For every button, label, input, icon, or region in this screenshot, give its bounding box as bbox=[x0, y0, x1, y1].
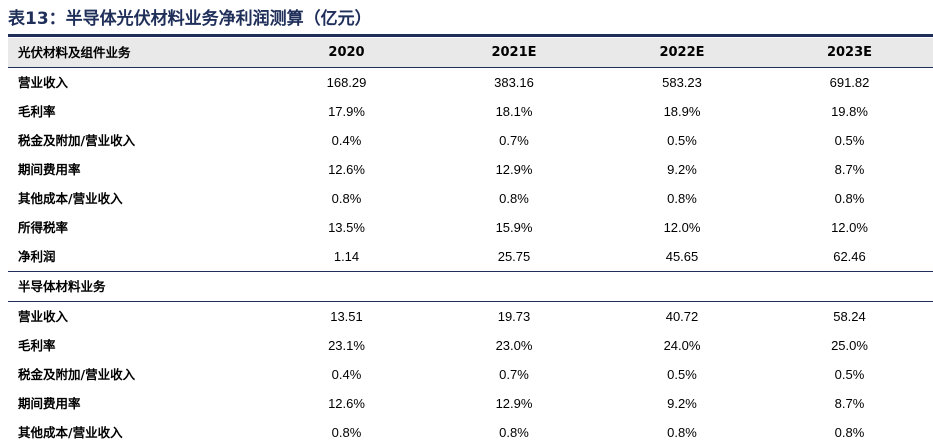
cell-value: 0.8% bbox=[331, 191, 362, 206]
cell-value: 583.23 bbox=[662, 75, 702, 90]
cell-value: 19.73 bbox=[497, 309, 531, 324]
cell-value: 15.9% bbox=[495, 220, 533, 235]
cell-value: 0.5% bbox=[667, 367, 697, 382]
table-row: 所得税率 13.5% 15.9% 12.0% 12.0% bbox=[8, 213, 933, 242]
cell-value: 18.1% bbox=[495, 104, 533, 119]
cell-value: 18.9% bbox=[663, 104, 701, 119]
header-label: 光伏材料及组件业务 bbox=[8, 38, 263, 68]
cell-value: 168.29 bbox=[326, 75, 367, 90]
cell-value: 13.5% bbox=[328, 220, 365, 235]
table-row: 毛利率 17.9% 18.1% 18.9% 19.8% bbox=[8, 97, 933, 126]
cell-value: 0.8% bbox=[499, 425, 529, 440]
net-profit-table: 光伏材料及组件业务 2020 2021E 2022E 2023E 营业收入 16… bbox=[8, 38, 933, 447]
cell-value: 1.14 bbox=[333, 249, 360, 264]
cell-value: 12.9% bbox=[495, 396, 533, 411]
cell-value: 8.7% bbox=[834, 396, 865, 411]
cell-value: 0.4% bbox=[331, 367, 362, 382]
cell-value: 19.8% bbox=[831, 104, 868, 119]
cell-value: 24.0% bbox=[663, 338, 701, 353]
cell-value: 0.5% bbox=[834, 367, 865, 382]
cell-value: 0.8% bbox=[331, 425, 362, 440]
cell-value: 0.8% bbox=[499, 191, 529, 206]
table-row: 期间费用率 12.6% 12.9% 9.2% 8.7% bbox=[8, 155, 933, 184]
cell-value: 62.46 bbox=[833, 249, 866, 264]
row-label: 毛利率 bbox=[18, 338, 56, 353]
row-label: 其他成本/营业收入 bbox=[18, 425, 123, 440]
header-year: 2021E bbox=[430, 38, 598, 68]
title-divider bbox=[8, 34, 933, 37]
empty-cell bbox=[430, 271, 598, 302]
row-label: 营业收入 bbox=[18, 309, 69, 324]
section-label: 半导体材料业务 bbox=[8, 271, 263, 302]
cell-value: 40.72 bbox=[665, 309, 699, 324]
table-row: 期间费用率 12.6% 12.9% 9.2% 8.7% bbox=[8, 389, 933, 418]
row-label: 税金及附加/营业收入 bbox=[18, 367, 136, 382]
row-label: 其他成本/营业收入 bbox=[18, 191, 123, 206]
cell-value: 13.51 bbox=[330, 309, 363, 324]
cell-value: 17.9% bbox=[328, 104, 365, 119]
cell-value: 23.0% bbox=[495, 338, 533, 353]
header-year: 2020 bbox=[263, 38, 430, 68]
table-row: 净利润 1.14 25.75 45.65 62.46 bbox=[8, 242, 933, 272]
cell-value: 0.7% bbox=[499, 367, 529, 382]
cell-value: 383.16 bbox=[494, 75, 534, 90]
row-label: 净利润 bbox=[18, 249, 56, 264]
header-row: 光伏材料及组件业务 2020 2021E 2022E 2023E bbox=[8, 38, 933, 68]
row-label: 毛利率 bbox=[18, 104, 56, 119]
row-label: 营业收入 bbox=[18, 75, 69, 90]
cell-value: 691.82 bbox=[829, 75, 870, 90]
empty-cell bbox=[598, 271, 766, 302]
cell-value: 0.8% bbox=[834, 425, 865, 440]
cell-value: 23.1% bbox=[328, 338, 365, 353]
cell-value: 58.24 bbox=[833, 309, 866, 324]
table-row: 营业收入 13.51 19.73 40.72 58.24 bbox=[8, 302, 933, 332]
cell-value: 9.2% bbox=[667, 396, 697, 411]
header-year: 2022E bbox=[598, 38, 766, 68]
empty-cell bbox=[263, 271, 430, 302]
cell-value: 12.6% bbox=[328, 162, 365, 177]
table-row: 其他成本/营业收入 0.8% 0.8% 0.8% 0.8% bbox=[8, 418, 933, 447]
cell-value: 9.2% bbox=[667, 162, 697, 177]
cell-value: 0.5% bbox=[667, 133, 697, 148]
cell-value: 0.8% bbox=[834, 191, 865, 206]
table-row: 毛利率 23.1% 23.0% 24.0% 25.0% bbox=[8, 331, 933, 360]
section-row: 半导体材料业务 bbox=[8, 271, 933, 302]
cell-value: 0.4% bbox=[331, 133, 362, 148]
row-label: 期间费用率 bbox=[18, 162, 81, 177]
cell-value: 12.6% bbox=[328, 396, 365, 411]
table-row: 其他成本/营业收入 0.8% 0.8% 0.8% 0.8% bbox=[8, 184, 933, 213]
table-title: 表13：半导体光伏材料业务净利润测算（亿元） bbox=[8, 9, 372, 29]
header-year: 2023E bbox=[766, 38, 933, 68]
row-label: 所得税率 bbox=[18, 220, 69, 235]
empty-cell bbox=[766, 271, 933, 302]
cell-value: 12.0% bbox=[663, 220, 701, 235]
cell-value: 0.8% bbox=[667, 425, 697, 440]
row-label: 期间费用率 bbox=[18, 396, 81, 411]
cell-value: 12.9% bbox=[495, 162, 533, 177]
cell-value: 0.5% bbox=[834, 133, 865, 148]
table-row: 税金及附加/营业收入 0.4% 0.7% 0.5% 0.5% bbox=[8, 126, 933, 155]
cell-value: 8.7% bbox=[834, 162, 865, 177]
table-row: 税金及附加/营业收入 0.4% 0.7% 0.5% 0.5% bbox=[8, 360, 933, 389]
cell-value: 12.0% bbox=[831, 220, 868, 235]
table-row: 营业收入 168.29 383.16 583.23 691.82 bbox=[8, 68, 933, 98]
row-label: 税金及附加/营业收入 bbox=[18, 133, 136, 148]
cell-value: 45.65 bbox=[665, 249, 699, 264]
cell-value: 0.7% bbox=[499, 133, 529, 148]
cell-value: 0.8% bbox=[667, 191, 697, 206]
cell-value: 25.0% bbox=[831, 338, 868, 353]
cell-value: 25.75 bbox=[497, 249, 531, 264]
